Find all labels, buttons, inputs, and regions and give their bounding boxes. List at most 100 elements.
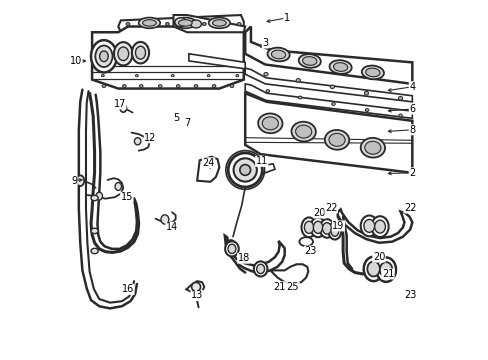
Text: 11: 11 <box>255 156 267 166</box>
Text: 10: 10 <box>70 56 82 66</box>
Ellipse shape <box>191 282 200 291</box>
Ellipse shape <box>298 96 301 99</box>
Ellipse shape <box>190 20 201 28</box>
Ellipse shape <box>176 85 180 87</box>
Ellipse shape <box>122 85 126 87</box>
Ellipse shape <box>115 183 121 190</box>
Ellipse shape <box>262 117 278 130</box>
Ellipse shape <box>175 18 186 27</box>
Ellipse shape <box>301 217 316 237</box>
Ellipse shape <box>398 96 402 100</box>
Ellipse shape <box>365 109 368 112</box>
Ellipse shape <box>235 75 238 77</box>
Ellipse shape <box>374 220 385 233</box>
Polygon shape <box>244 27 411 84</box>
Text: 1: 1 <box>283 13 289 23</box>
Ellipse shape <box>333 63 347 71</box>
Ellipse shape <box>299 237 312 246</box>
Text: 6: 6 <box>408 104 414 114</box>
Text: 12: 12 <box>144 133 157 143</box>
Polygon shape <box>244 93 411 173</box>
Ellipse shape <box>371 216 388 237</box>
Ellipse shape <box>258 113 282 133</box>
Ellipse shape <box>304 221 313 233</box>
Ellipse shape <box>233 158 256 181</box>
Ellipse shape <box>225 240 235 253</box>
Ellipse shape <box>237 23 241 26</box>
Ellipse shape <box>126 23 129 26</box>
Ellipse shape <box>329 85 334 89</box>
Ellipse shape <box>267 48 289 61</box>
Polygon shape <box>197 157 219 182</box>
Ellipse shape <box>319 219 333 238</box>
Ellipse shape <box>120 104 126 112</box>
Ellipse shape <box>379 262 392 277</box>
Text: 17: 17 <box>113 99 125 109</box>
Text: 24: 24 <box>202 158 214 168</box>
Text: 18: 18 <box>237 253 249 263</box>
Polygon shape <box>92 27 244 89</box>
Ellipse shape <box>291 122 315 141</box>
Text: 14: 14 <box>165 222 178 232</box>
Ellipse shape <box>363 257 383 281</box>
Ellipse shape <box>208 18 230 28</box>
Ellipse shape <box>194 85 198 87</box>
Ellipse shape <box>328 222 341 239</box>
Ellipse shape <box>364 91 368 95</box>
Ellipse shape <box>296 78 300 82</box>
Ellipse shape <box>295 125 311 138</box>
Polygon shape <box>118 15 244 32</box>
Ellipse shape <box>224 241 238 256</box>
Ellipse shape <box>161 215 168 224</box>
Text: 21: 21 <box>273 282 285 292</box>
Ellipse shape <box>322 223 331 234</box>
Ellipse shape <box>361 66 383 79</box>
Ellipse shape <box>230 85 233 87</box>
Ellipse shape <box>363 220 374 232</box>
Text: 20: 20 <box>313 208 325 218</box>
Text: 19: 19 <box>332 221 344 231</box>
Ellipse shape <box>376 257 395 282</box>
Ellipse shape <box>207 75 210 77</box>
Ellipse shape <box>100 51 108 62</box>
Ellipse shape <box>134 138 141 145</box>
Polygon shape <box>188 54 244 69</box>
Ellipse shape <box>360 216 377 236</box>
Ellipse shape <box>142 20 156 26</box>
Ellipse shape <box>76 175 84 186</box>
Text: 16: 16 <box>122 284 134 294</box>
Ellipse shape <box>96 192 102 200</box>
Ellipse shape <box>139 85 142 87</box>
Ellipse shape <box>329 60 351 74</box>
Polygon shape <box>337 210 411 243</box>
Ellipse shape <box>135 46 145 59</box>
Ellipse shape <box>271 50 285 59</box>
Ellipse shape <box>139 18 160 28</box>
Ellipse shape <box>313 221 322 233</box>
Ellipse shape <box>91 195 98 201</box>
Text: 9: 9 <box>71 176 77 186</box>
Ellipse shape <box>239 165 250 175</box>
Text: 2: 2 <box>408 168 415 178</box>
Text: 23: 23 <box>403 291 415 301</box>
Ellipse shape <box>212 20 226 26</box>
Ellipse shape <box>324 130 348 150</box>
Ellipse shape <box>227 244 235 253</box>
Polygon shape <box>173 15 244 32</box>
Ellipse shape <box>95 45 112 67</box>
Text: 4: 4 <box>408 82 414 92</box>
Text: 3: 3 <box>262 38 268 48</box>
Ellipse shape <box>328 133 345 146</box>
Ellipse shape <box>331 103 335 105</box>
Ellipse shape <box>165 23 169 26</box>
Ellipse shape <box>330 226 338 236</box>
Text: 21: 21 <box>381 269 393 279</box>
Ellipse shape <box>265 90 269 93</box>
Ellipse shape <box>253 261 267 276</box>
Ellipse shape <box>174 18 196 28</box>
Text: 5: 5 <box>173 113 179 123</box>
Ellipse shape <box>158 85 162 87</box>
Polygon shape <box>244 84 411 118</box>
Text: 8: 8 <box>408 125 414 135</box>
Ellipse shape <box>91 248 98 254</box>
